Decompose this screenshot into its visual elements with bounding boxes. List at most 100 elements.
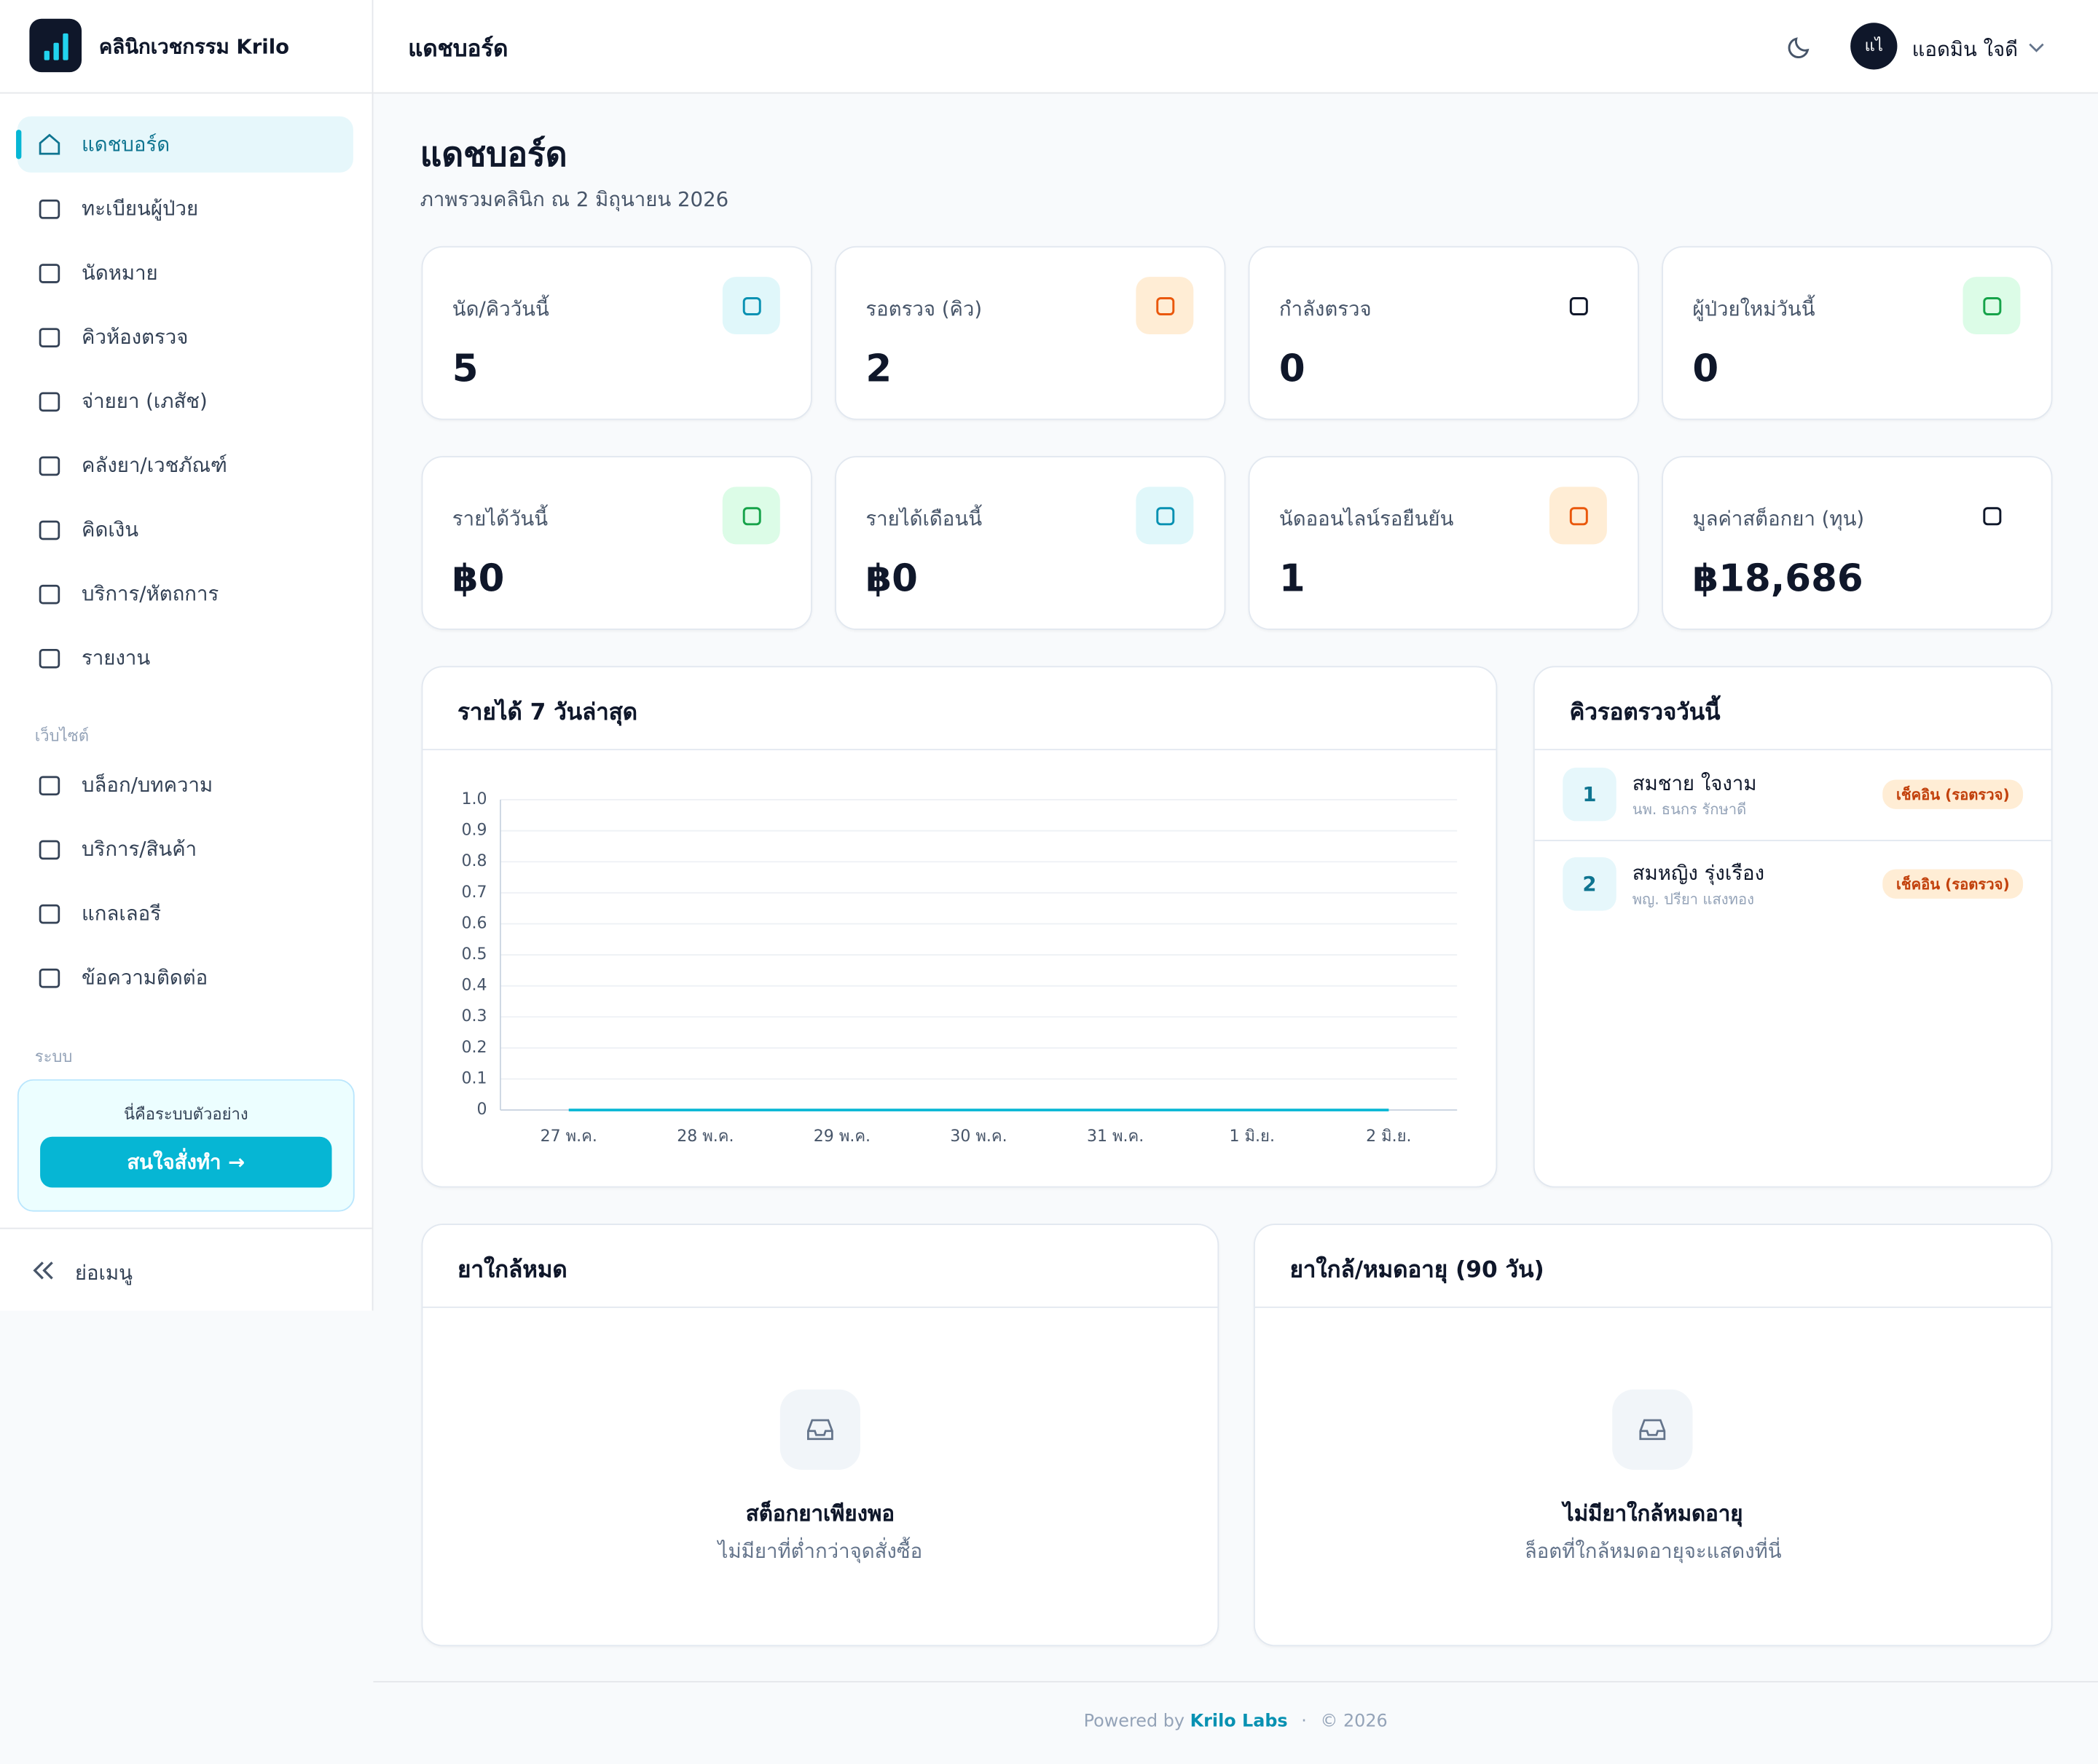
chart: 0 0.1 0.2 0.3 0.4 0.5 0.6 0.7 0.8 0.9 1.0 27 พ.ค. 28… xyxy=(462,790,1458,1146)
stat-card: รอตรวจ (คิว) 2 xyxy=(835,245,1226,420)
menu-label: รายงาน xyxy=(82,645,151,670)
menu-item[interactable]: บริการ/หัตถการ xyxy=(17,566,353,622)
divider xyxy=(373,1681,2098,1682)
divider xyxy=(0,92,372,94)
chart-title: รายได้ 7 วันล่าสุด xyxy=(457,699,638,727)
menu-icon xyxy=(39,649,60,669)
card-title: ยาใกล้หมด xyxy=(457,1257,567,1284)
divider xyxy=(1534,840,2051,841)
footer-link[interactable]: Krilo Labs xyxy=(1190,1712,1288,1732)
menu-item[interactable]: บล็อก/บทความ xyxy=(17,757,353,813)
icon xyxy=(1155,506,1174,525)
icon xyxy=(1982,506,2001,525)
doctor-name: พญ. ปรียา แสงทอง xyxy=(1632,890,1754,908)
section-label: ระบบ xyxy=(34,1047,73,1066)
menu-icon xyxy=(39,392,60,412)
icon xyxy=(1155,296,1174,315)
stat-label: นัดออนไลน์รอยืนยัน xyxy=(1278,506,1454,531)
menu-label: คลังยา/เวชภัณฑ์ xyxy=(82,453,227,478)
menu-icon xyxy=(39,840,60,860)
stat-card: ผู้ป่วยใหม่วันนี้ 0 xyxy=(1662,245,2053,420)
icon xyxy=(1568,296,1587,315)
avatar[interactable]: แไ xyxy=(1850,23,1898,70)
stat-card: กำลังตรวจ 0 xyxy=(1248,245,1639,420)
menu-icon xyxy=(39,520,60,540)
stat-icon xyxy=(1963,277,2021,335)
page-title: แดชบอร์ด xyxy=(420,135,567,174)
empty-title: สต็อกยาเพียงพอ xyxy=(745,1500,895,1527)
menu-label: บริการ/สินค้า xyxy=(82,837,197,862)
menu-icon xyxy=(39,584,60,605)
empty-title: ไม่มียาใกล้หมดอายุ xyxy=(1563,1500,1743,1527)
y-tick-label: 0.8 xyxy=(462,852,487,870)
stat-label: รายได้เดือนนี้ xyxy=(865,506,983,531)
menu-item[interactable]: คลังยา/เวชภัณฑ์ xyxy=(17,437,353,493)
menu-item[interactable]: นัดหมาย xyxy=(17,245,353,301)
stat-card: รายได้เดือนนี้฿0 xyxy=(835,456,1226,630)
stat-icon xyxy=(1136,487,1194,545)
patient-name: สมชาย ใจงาม xyxy=(1632,771,1757,796)
menu-label: ข้อความติดต่อ xyxy=(82,965,208,990)
y-tick-label: 0.1 xyxy=(462,1069,487,1087)
menu-item[interactable]: รายงาน xyxy=(17,630,353,686)
menu-item[interactable]: บริการ/สินค้า xyxy=(17,821,353,877)
stat-value: ฿0 xyxy=(865,556,918,601)
y-tick-label: 0.9 xyxy=(462,822,487,840)
y-tick-label: 0.3 xyxy=(462,1007,487,1025)
y-tick-label: 0 xyxy=(477,1100,487,1119)
divider xyxy=(1254,1306,2051,1308)
menu-item[interactable]: จ่ายยา (เภสัช) xyxy=(17,373,353,429)
stat-icon xyxy=(1136,277,1194,335)
queue-number: 2 xyxy=(1563,857,1616,911)
stat-value: 0 xyxy=(1692,346,1719,391)
brand: คลินิกเวชกรรม Krilo xyxy=(98,34,290,59)
menu-label: แดชบอร์ด xyxy=(82,132,170,157)
status-badge: เช็คอิน (รอตรวจ) xyxy=(1882,869,2024,899)
menu-item[interactable]: คิดเงิน xyxy=(17,502,353,558)
menu-icon xyxy=(39,968,60,988)
demo-button[interactable]: สนใจสั่งทำ → xyxy=(40,1136,332,1188)
stat-card: มูลค่าสต็อกยา (ทุน) ฿18,686 xyxy=(1662,456,2053,630)
icon xyxy=(1568,506,1587,525)
card-title: ยาใกล้/หมดอายุ (90 วัน) xyxy=(1289,1257,1544,1284)
y-tick-label: 0.2 xyxy=(462,1039,487,1057)
empty-text: ไม่มียาที่ต่ำกว่าจุดสั่งซื้อ xyxy=(718,1539,923,1564)
status-badge: เช็คอิน (รอตรวจ) xyxy=(1882,779,2024,809)
demo-text: นี่คือระบบตัวอย่าง xyxy=(123,1104,248,1124)
divider xyxy=(423,1306,1218,1308)
stat-icon xyxy=(1963,487,2021,545)
divider xyxy=(423,749,1496,751)
header-title: แดชบอร์ด xyxy=(408,36,508,63)
menu-label: บล็อก/บทความ xyxy=(82,773,213,798)
doctor-name: นพ. ธนกร รักษาดี xyxy=(1632,800,1747,819)
stat-value: 0 xyxy=(1278,346,1305,391)
collapse[interactable]: ย่อเมนู xyxy=(74,1261,133,1285)
stat-value: 1 xyxy=(1278,556,1305,601)
y-tick-label: 0.6 xyxy=(462,914,487,932)
menu-label: คิดเงิน xyxy=(82,517,139,542)
stat-label: รอตรวจ (คิว) xyxy=(865,296,983,321)
stat-value: ฿0 xyxy=(452,556,505,601)
menu-item[interactable]: แกลเลอรี xyxy=(17,886,353,942)
menu-label: บริการ/หัตถการ xyxy=(82,581,219,606)
menu-item[interactable]: ทะเบียนผู้ป่วย xyxy=(17,181,353,237)
stat-label: ผู้ป่วยใหม่วันนี้ xyxy=(1692,296,1815,321)
menu-item[interactable]: แดชบอร์ด xyxy=(17,116,353,173)
expiring-card: ยาใกล้/หมดอายุ (90 วัน) ไม่มียาใกล้หมดอา… xyxy=(1253,1224,2053,1647)
user-name[interactable]: แอดมิน ใจดี xyxy=(1912,37,2019,62)
empty-icon xyxy=(1612,1389,1693,1470)
x-tick-label: 30 พ.ค. xyxy=(950,1127,1007,1146)
menu-item[interactable]: คิวห้องตรวจ xyxy=(17,309,353,365)
menu-item[interactable]: ข้อความติดต่อ xyxy=(17,950,353,1006)
theme-toggle[interactable] xyxy=(1786,34,1813,60)
page-subtitle: ภาพรวมคลินิก ณ 2 มิถุนายน 2026 xyxy=(420,187,729,212)
x-tick-label: 27 พ.ค. xyxy=(541,1127,597,1146)
stat-icon xyxy=(722,277,780,335)
menu-icon xyxy=(39,200,60,219)
stat-value: 5 xyxy=(452,346,479,391)
menu-icon xyxy=(39,328,60,347)
icon xyxy=(742,296,761,315)
queue-card: คิวรอตรวจวันนี้ 1 สมชาย ใจงาม นพ. ธนกร รัก… xyxy=(1533,666,2053,1188)
menu-icon xyxy=(39,456,60,476)
